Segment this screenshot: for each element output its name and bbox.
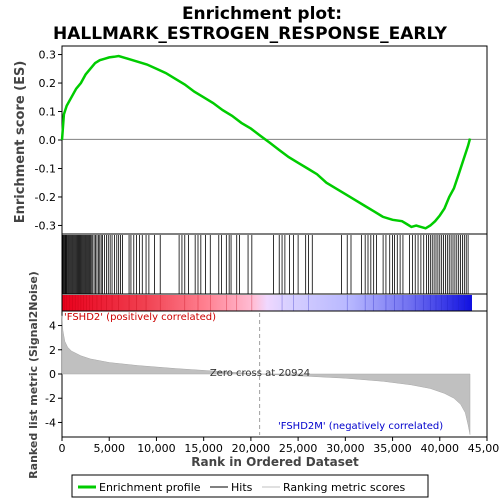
x-tick-label: 0 (59, 442, 66, 455)
es-y-tick-label: 0.0 (39, 134, 57, 147)
metric-y-axis: 4 2 0 -2 -4 (45, 320, 62, 430)
rank-color-bar (62, 295, 472, 311)
es-y-tick-label: 0.3 (39, 49, 57, 62)
es-y-axis-label: Enrichment score (ES) (13, 61, 28, 224)
x-tick-label: 10,000 (137, 442, 176, 455)
x-axis: 0 5,000 10,000 15,000 20,000 25,000 30,000 35,0… (59, 437, 500, 455)
es-y-tick-label: 0.2 (39, 77, 57, 90)
x-tick-label: 5,000 (93, 442, 125, 455)
es-y-tick-label: 0.1 (39, 106, 57, 119)
negative-correlation-label: 'FSHD2M' (negatively correlated) (278, 421, 443, 432)
x-tick-label: 35,000 (373, 442, 412, 455)
es-y-tick-label: -0.3 (35, 219, 56, 232)
positive-correlation-label: 'FSHD2' (positively correlated) (64, 312, 216, 323)
x-axis-label: Rank in Ordered Dataset (191, 455, 359, 469)
metric-y-tick-label: 2 (49, 344, 56, 357)
x-tick-label: 15,000 (184, 442, 223, 455)
hits-panel-frame (62, 234, 487, 294)
x-tick-label: 40,000 (421, 442, 460, 455)
x-tick-label: 45,000 (468, 442, 500, 455)
chart-title-line1: Enrichment plot: (182, 4, 342, 24)
metric-y-tick-label: 0 (49, 368, 56, 381)
es-y-axis: 0.3 0.2 0.1 0.0 -0.1 -0.2 -0.3 (35, 49, 62, 233)
es-y-tick-label: -0.1 (35, 162, 56, 175)
metric-y-tick-label: -2 (45, 392, 56, 405)
metric-y-axis-label: Ranked list metric (Signal2Noise) (27, 271, 40, 479)
chart-title-line2: HALLMARK_ESTROGEN_RESPONSE_EARLY (53, 24, 448, 44)
x-tick-label: 30,000 (326, 442, 365, 455)
es-y-tick-label: -0.2 (35, 191, 56, 204)
metric-y-tick-label: 4 (49, 320, 56, 333)
es-panel-frame (62, 46, 487, 234)
legend-metric-label: Ranking metric scores (283, 481, 405, 494)
metric-y-tick-label: -4 (45, 416, 56, 429)
x-tick-label: 25,000 (279, 442, 318, 455)
legend-profile-label: Enrichment profile (99, 481, 201, 494)
zero-cross-label: Zero cross at 20924 (210, 368, 310, 379)
legend-hits-label: Hits (231, 481, 253, 494)
x-tick-label: 20,000 (232, 442, 271, 455)
